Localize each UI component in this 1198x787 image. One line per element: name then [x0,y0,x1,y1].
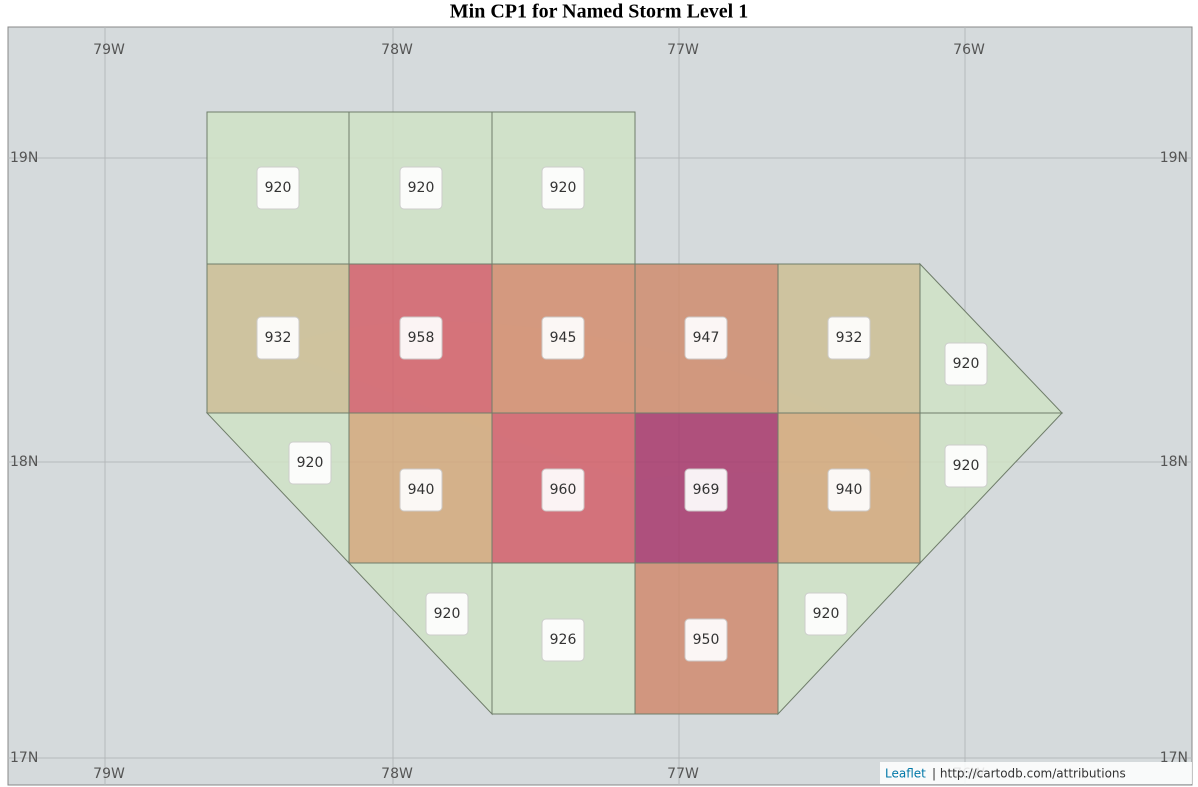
cell-value: 958 [408,330,435,346]
cell-value: 920 [408,180,435,196]
value-badge [541,468,585,512]
value-badge [944,444,988,488]
lon-label-bottom: 78W [381,766,413,782]
value-badge [541,618,585,662]
lon-label-bottom: 77W [667,766,699,782]
lat-label-left: 19N [10,150,38,166]
lon-label-top: 77W [667,42,699,58]
cell-value: 920 [265,180,292,196]
cell-value: 969 [693,482,720,498]
value-badge [541,166,585,210]
cell-value: 932 [265,330,292,346]
cell-value: 920 [953,356,980,372]
value-badge [256,316,300,360]
lat-label-left: 17N [10,750,38,766]
lon-label-top: 76W [953,42,985,58]
cell-value: 932 [836,330,863,346]
leaflet-link[interactable]: Leaflet [885,767,926,781]
cell-value: 920 [434,606,461,622]
lat-label-left: 18N [10,454,38,470]
lat-label-right: 19N [1160,150,1188,166]
value-badge [425,592,469,636]
cell-value: 940 [836,482,863,498]
value-badge [399,468,443,512]
value-badge [684,468,728,512]
cell-value: 926 [550,632,577,648]
value-badge [541,316,585,360]
cell-value: 940 [408,482,435,498]
value-badge [399,316,443,360]
cell-value: 947 [693,330,720,346]
cell-value: 920 [953,458,980,474]
cell-value: 920 [550,180,577,196]
value-badge [288,441,332,485]
attribution-box [880,762,1192,784]
lon-label-top: 79W [93,42,125,58]
lon-label-bottom: 79W [93,766,125,782]
attribution-text: | http://cartodb.com/attributions [932,767,1126,781]
value-badge [684,316,728,360]
value-badge [684,618,728,662]
cell-value: 920 [297,455,324,471]
lat-label-right: 18N [1160,454,1188,470]
cell-value: 950 [693,632,720,648]
cell-value: 945 [550,330,577,346]
value-badge [944,342,988,386]
cell-value: 920 [813,606,840,622]
title: Min CP1 for Named Storm Level 1 [450,1,748,23]
cell-value: 960 [550,482,577,498]
value-badge [827,316,871,360]
value-badge [399,166,443,210]
lon-label-top: 78W [381,42,413,58]
value-badge [827,468,871,512]
value-badge [804,592,848,636]
value-badge [256,166,300,210]
